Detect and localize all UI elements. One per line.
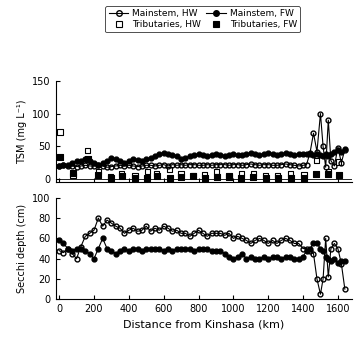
Point [144, 175, 150, 181]
Point [95, 169, 101, 174]
Point [154, 174, 159, 179]
Point [325, 169, 331, 175]
Point [275, 175, 281, 181]
Point [85, 148, 91, 153]
Point [190, 173, 196, 179]
Point [119, 170, 125, 176]
Point [85, 157, 91, 162]
Point [288, 170, 294, 176]
Point [178, 174, 184, 180]
Point [178, 170, 184, 176]
Point [336, 159, 342, 165]
Point [275, 173, 281, 179]
Point [108, 174, 113, 179]
Point [70, 170, 76, 176]
Point [202, 172, 208, 177]
Point [132, 176, 138, 181]
Legend: Mainstem, HW, Tributaries, HW, Mainstem, FW, Tributaries, FW: Mainstem, HW, Tributaries, HW, Mainstem,… [106, 6, 300, 32]
Y-axis label: TSM (mg L⁻¹): TSM (mg L⁻¹) [17, 99, 27, 164]
X-axis label: Distance from Kinshasa (km): Distance from Kinshasa (km) [123, 320, 284, 330]
Point [336, 172, 342, 178]
Point [119, 174, 125, 179]
Point [251, 171, 256, 176]
Point [202, 175, 208, 181]
Point [263, 172, 269, 178]
Point [288, 175, 294, 181]
Point [167, 175, 173, 181]
Point [95, 172, 101, 178]
Point [313, 158, 319, 163]
Y-axis label: Secchi depth (cm): Secchi depth (cm) [17, 204, 27, 293]
Point [57, 129, 63, 135]
Point [190, 174, 196, 179]
Point [238, 170, 244, 176]
Point [313, 171, 319, 176]
Point [301, 175, 307, 181]
Point [214, 174, 220, 180]
Point [70, 172, 76, 178]
Point [251, 174, 256, 180]
Point [238, 175, 244, 181]
Point [226, 174, 232, 180]
Point [263, 175, 269, 181]
Point [214, 169, 220, 175]
Point [108, 176, 113, 181]
Point [325, 172, 331, 177]
Point [144, 169, 150, 175]
Point [154, 171, 159, 176]
Point [132, 173, 138, 179]
Point [301, 172, 307, 177]
Point [167, 167, 173, 173]
Point [226, 172, 232, 178]
Point [57, 154, 63, 160]
